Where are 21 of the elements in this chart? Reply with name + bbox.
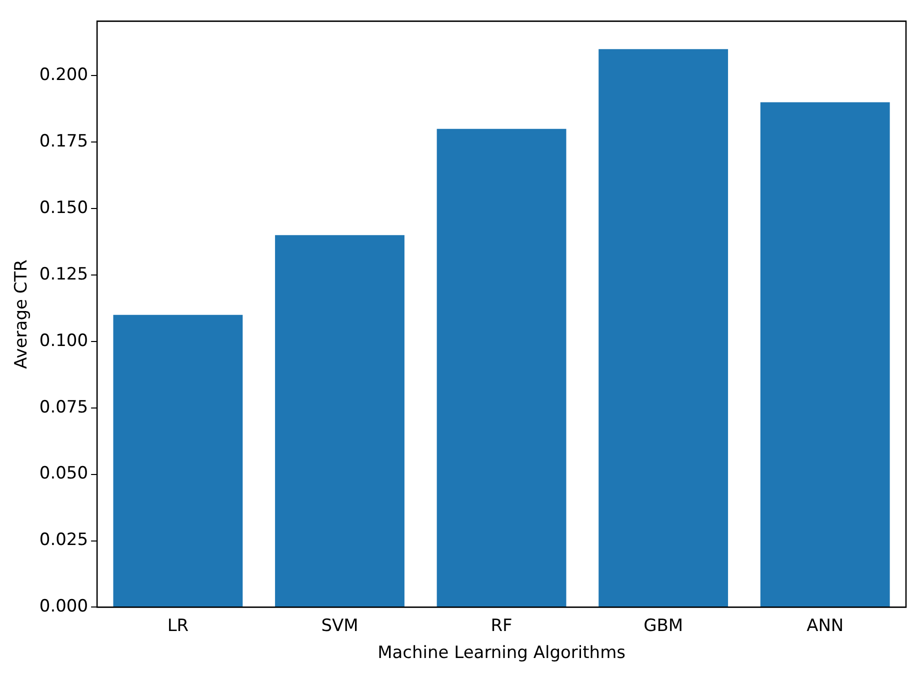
x-tick-label: GBM (644, 616, 684, 636)
x-tick-label: RF (490, 616, 512, 636)
y-tick-label: 0.075 (39, 397, 88, 418)
bar (113, 314, 243, 607)
y-tick-label: 0.025 (39, 530, 88, 550)
y-tick-label: 0.150 (39, 198, 88, 218)
y-tick-label: 0.200 (39, 65, 88, 86)
bar (275, 235, 404, 607)
x-tick-label: SVM (321, 616, 358, 636)
y-tick-label: 0.050 (39, 464, 88, 484)
bar (760, 102, 890, 607)
y-axis-title: Average CTR (12, 259, 32, 369)
bar (598, 49, 728, 607)
x-tick-label: ANN (806, 616, 844, 636)
y-tick-label: 0.100 (39, 330, 88, 351)
bar (436, 128, 566, 607)
y-tick-label: 0.125 (39, 264, 88, 284)
x-axis-title: Machine Learning Algorithms (378, 643, 626, 664)
y-tick-label: 0.000 (39, 596, 88, 617)
y-tick-label: 0.175 (39, 132, 88, 152)
x-tick-label: LR (167, 616, 189, 636)
